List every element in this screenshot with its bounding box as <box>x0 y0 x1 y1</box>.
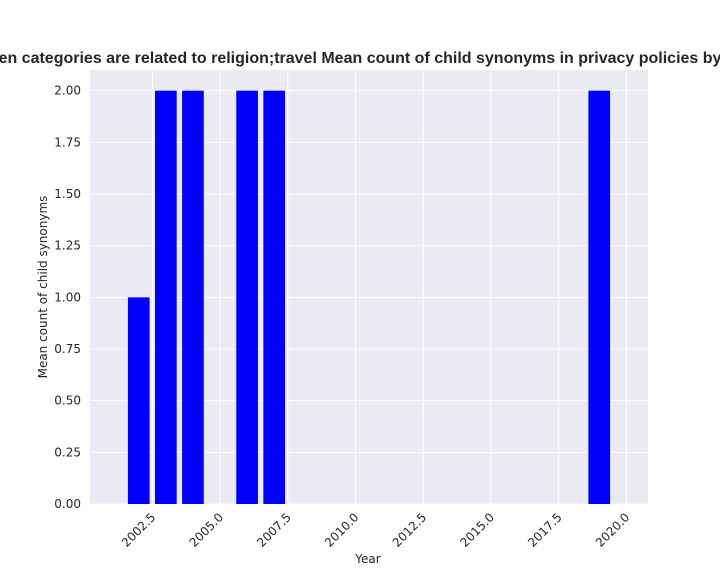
x-tick-label: 2007.5 <box>254 510 294 550</box>
x-tick-label: 2002.5 <box>119 510 159 550</box>
y-axis-label: Mean count of child synonyms <box>36 196 50 379</box>
bar-2003 <box>155 90 177 505</box>
y-tick-label: 1.00 <box>54 290 81 304</box>
bar-2007 <box>263 90 286 505</box>
y-tick-label: 2.00 <box>54 84 81 98</box>
bar-2002 <box>127 297 150 504</box>
bar-2019 <box>588 90 611 505</box>
x-tick-label: 2005.0 <box>187 510 227 550</box>
y-tick-label: 0.75 <box>54 342 81 356</box>
y-tick-label: 1.50 <box>54 187 81 201</box>
bars <box>127 90 611 505</box>
y-tick-label: 0.00 <box>54 497 81 511</box>
x-tick-label: 2010.0 <box>322 510 362 550</box>
y-tick-label: 0.25 <box>54 445 81 459</box>
y-tick-label: 1.75 <box>54 135 81 149</box>
chart-title: en categories are related to religion;tr… <box>0 50 720 67</box>
x-tick-label: 2020.0 <box>593 510 633 550</box>
bar-2004 <box>182 90 204 505</box>
x-tick-label: 2012.5 <box>390 510 430 550</box>
x-tick-label: 2017.5 <box>525 510 565 550</box>
x-tick-label: 2015.0 <box>457 510 497 550</box>
x-axis-label: Year <box>354 552 380 566</box>
y-axis-ticks: 0.00 0.25 0.50 0.75 1.00 1.25 1.50 1.75 2.00 <box>54 84 81 511</box>
bar-2006 <box>236 90 258 505</box>
y-tick-label: 1.25 <box>54 239 81 253</box>
x-axis-ticks: 2002.5 2005.0 2007.5 2010.0 2012.5 2015.0 2017… <box>119 510 633 550</box>
y-tick-label: 0.50 <box>54 394 81 408</box>
